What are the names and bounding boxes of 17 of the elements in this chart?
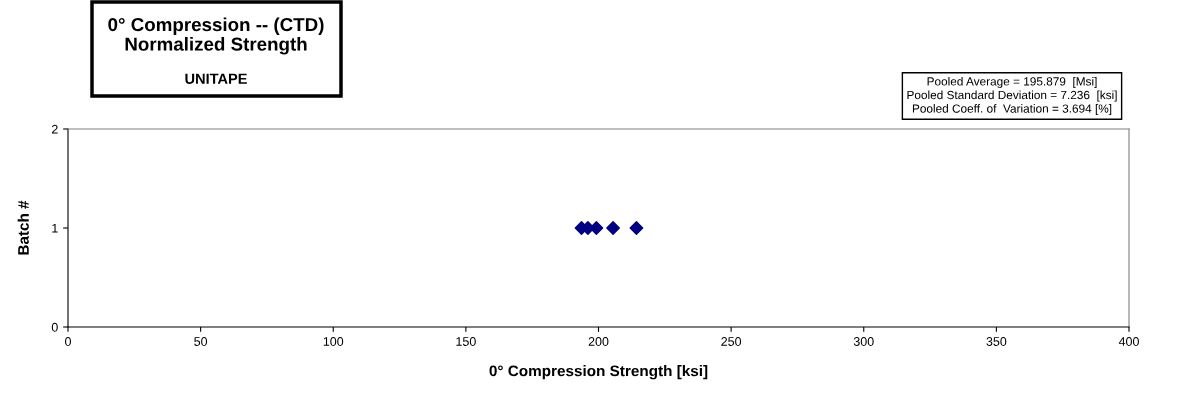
x-tick-label: 250 <box>721 337 742 346</box>
y-tick-label: 2 <box>51 124 58 134</box>
x-axis-title: 0° Compression Strength [ksi] <box>489 365 708 380</box>
y-tick-label: 0 <box>51 322 58 332</box>
x-tick-label: 100 <box>323 337 344 346</box>
x-tick-label: 50 <box>194 337 208 346</box>
chart-subtitle: UNITAPE <box>185 73 247 84</box>
chart-title: 0° Compression -- (CTD) Normalized Strength <box>108 17 324 55</box>
y-axis-title: Batch # <box>17 200 29 255</box>
x-tick-label: 150 <box>456 337 476 346</box>
x-tick-label: 300 <box>853 337 874 346</box>
x-tick-label: 400 <box>1118 337 1139 346</box>
y-tick-label: 1 <box>52 223 58 233</box>
x-tick-label: 0 <box>65 337 71 346</box>
x-tick-label: 200 <box>588 337 609 346</box>
text: Pooled Average = 195.879 [Msi] Pooled Standard Deviation = 7.236 [ksi] Pooled Coeff. of Variation = 3.694 [%] <box>907 76 1117 116</box>
x-tick-label: 350 <box>986 337 1007 346</box>
